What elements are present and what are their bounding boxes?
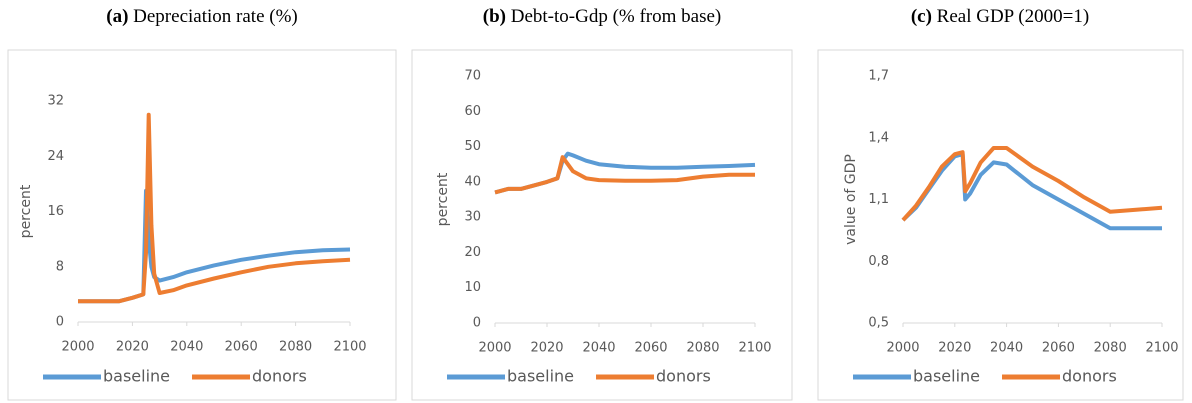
panel-label: (c): [911, 6, 932, 27]
y-tick-label: 16: [47, 204, 64, 219]
panel-border: [7, 49, 397, 401]
panel-title-text: Real GDP (2000=1): [937, 6, 1090, 27]
x-tick-label: 2100: [1145, 341, 1178, 356]
y-tick-label: 1,1: [868, 192, 889, 207]
x-tick-label: 2020: [530, 341, 563, 356]
y-tick-label: 20: [464, 245, 481, 260]
legend-label: donors: [252, 367, 307, 386]
y-tick-label: 0,8: [868, 254, 889, 269]
x-tick-label: 2000: [478, 341, 511, 356]
y-tick-label: 60: [464, 104, 481, 119]
series-line: [901, 146, 1163, 222]
y-tick-label: 0: [473, 316, 481, 331]
y-tick-label: 1,7: [868, 69, 889, 84]
x-tick-label: 2020: [116, 340, 149, 355]
y-tick-label: 0: [56, 315, 64, 330]
legend-label: donors: [656, 367, 711, 386]
legend-label: baseline: [103, 367, 170, 386]
panel-border: [411, 49, 793, 401]
panel-border: [817, 49, 1184, 401]
panel-title: (c) Real GDP (2000=1): [911, 6, 1089, 27]
y-tick-label: 40: [464, 174, 481, 189]
y-axis-label: percent: [18, 184, 34, 238]
y-tick-label: 1,4: [868, 130, 889, 145]
legend-label: baseline: [507, 367, 574, 386]
x-tick-label: 2060: [634, 341, 667, 356]
x-tick-label: 2100: [738, 341, 771, 356]
x-tick-label: 2000: [61, 340, 94, 355]
panel-label: (a): [106, 6, 128, 27]
x-tick-label: 2080: [686, 341, 719, 356]
y-tick-label: 70: [464, 69, 481, 84]
y-tick-label: 32: [47, 94, 64, 109]
y-tick-label: 8: [56, 259, 64, 274]
y-axis-label: percent: [435, 172, 451, 226]
x-tick-label: 2040: [990, 341, 1023, 356]
legend-label: baseline: [913, 367, 980, 386]
x-tick-label: 2080: [1094, 341, 1127, 356]
x-tick-label: 2000: [886, 341, 919, 356]
y-tick-label: 24: [47, 149, 64, 164]
x-tick-label: 2080: [279, 340, 312, 355]
legend-label: donors: [1062, 367, 1117, 386]
series-line: [78, 112, 351, 304]
y-tick-label: 50: [464, 139, 481, 154]
x-tick-label: 2020: [938, 341, 971, 356]
panel-title: (a) Depreciation rate (%): [106, 6, 297, 27]
x-tick-label: 2060: [1042, 341, 1075, 356]
x-tick-label: 2040: [170, 340, 203, 355]
y-tick-label: 30: [464, 210, 481, 225]
x-tick-label: 2100: [333, 340, 366, 355]
panel-label: (b): [483, 6, 506, 27]
panel-title-text: Debt-to-Gdp (% from base): [511, 6, 722, 27]
x-tick-label: 2040: [582, 341, 615, 356]
panel-title: (b) Debt-to-Gdp (% from base): [483, 6, 722, 27]
y-tick-label: 0,5: [868, 316, 889, 331]
y-axis-label: value of GDP: [843, 154, 859, 245]
x-tick-label: 2060: [225, 340, 258, 355]
y-tick-label: 10: [464, 280, 481, 295]
series-line: [494, 155, 755, 195]
panel-title-text: Depreciation rate (%): [133, 6, 298, 27]
